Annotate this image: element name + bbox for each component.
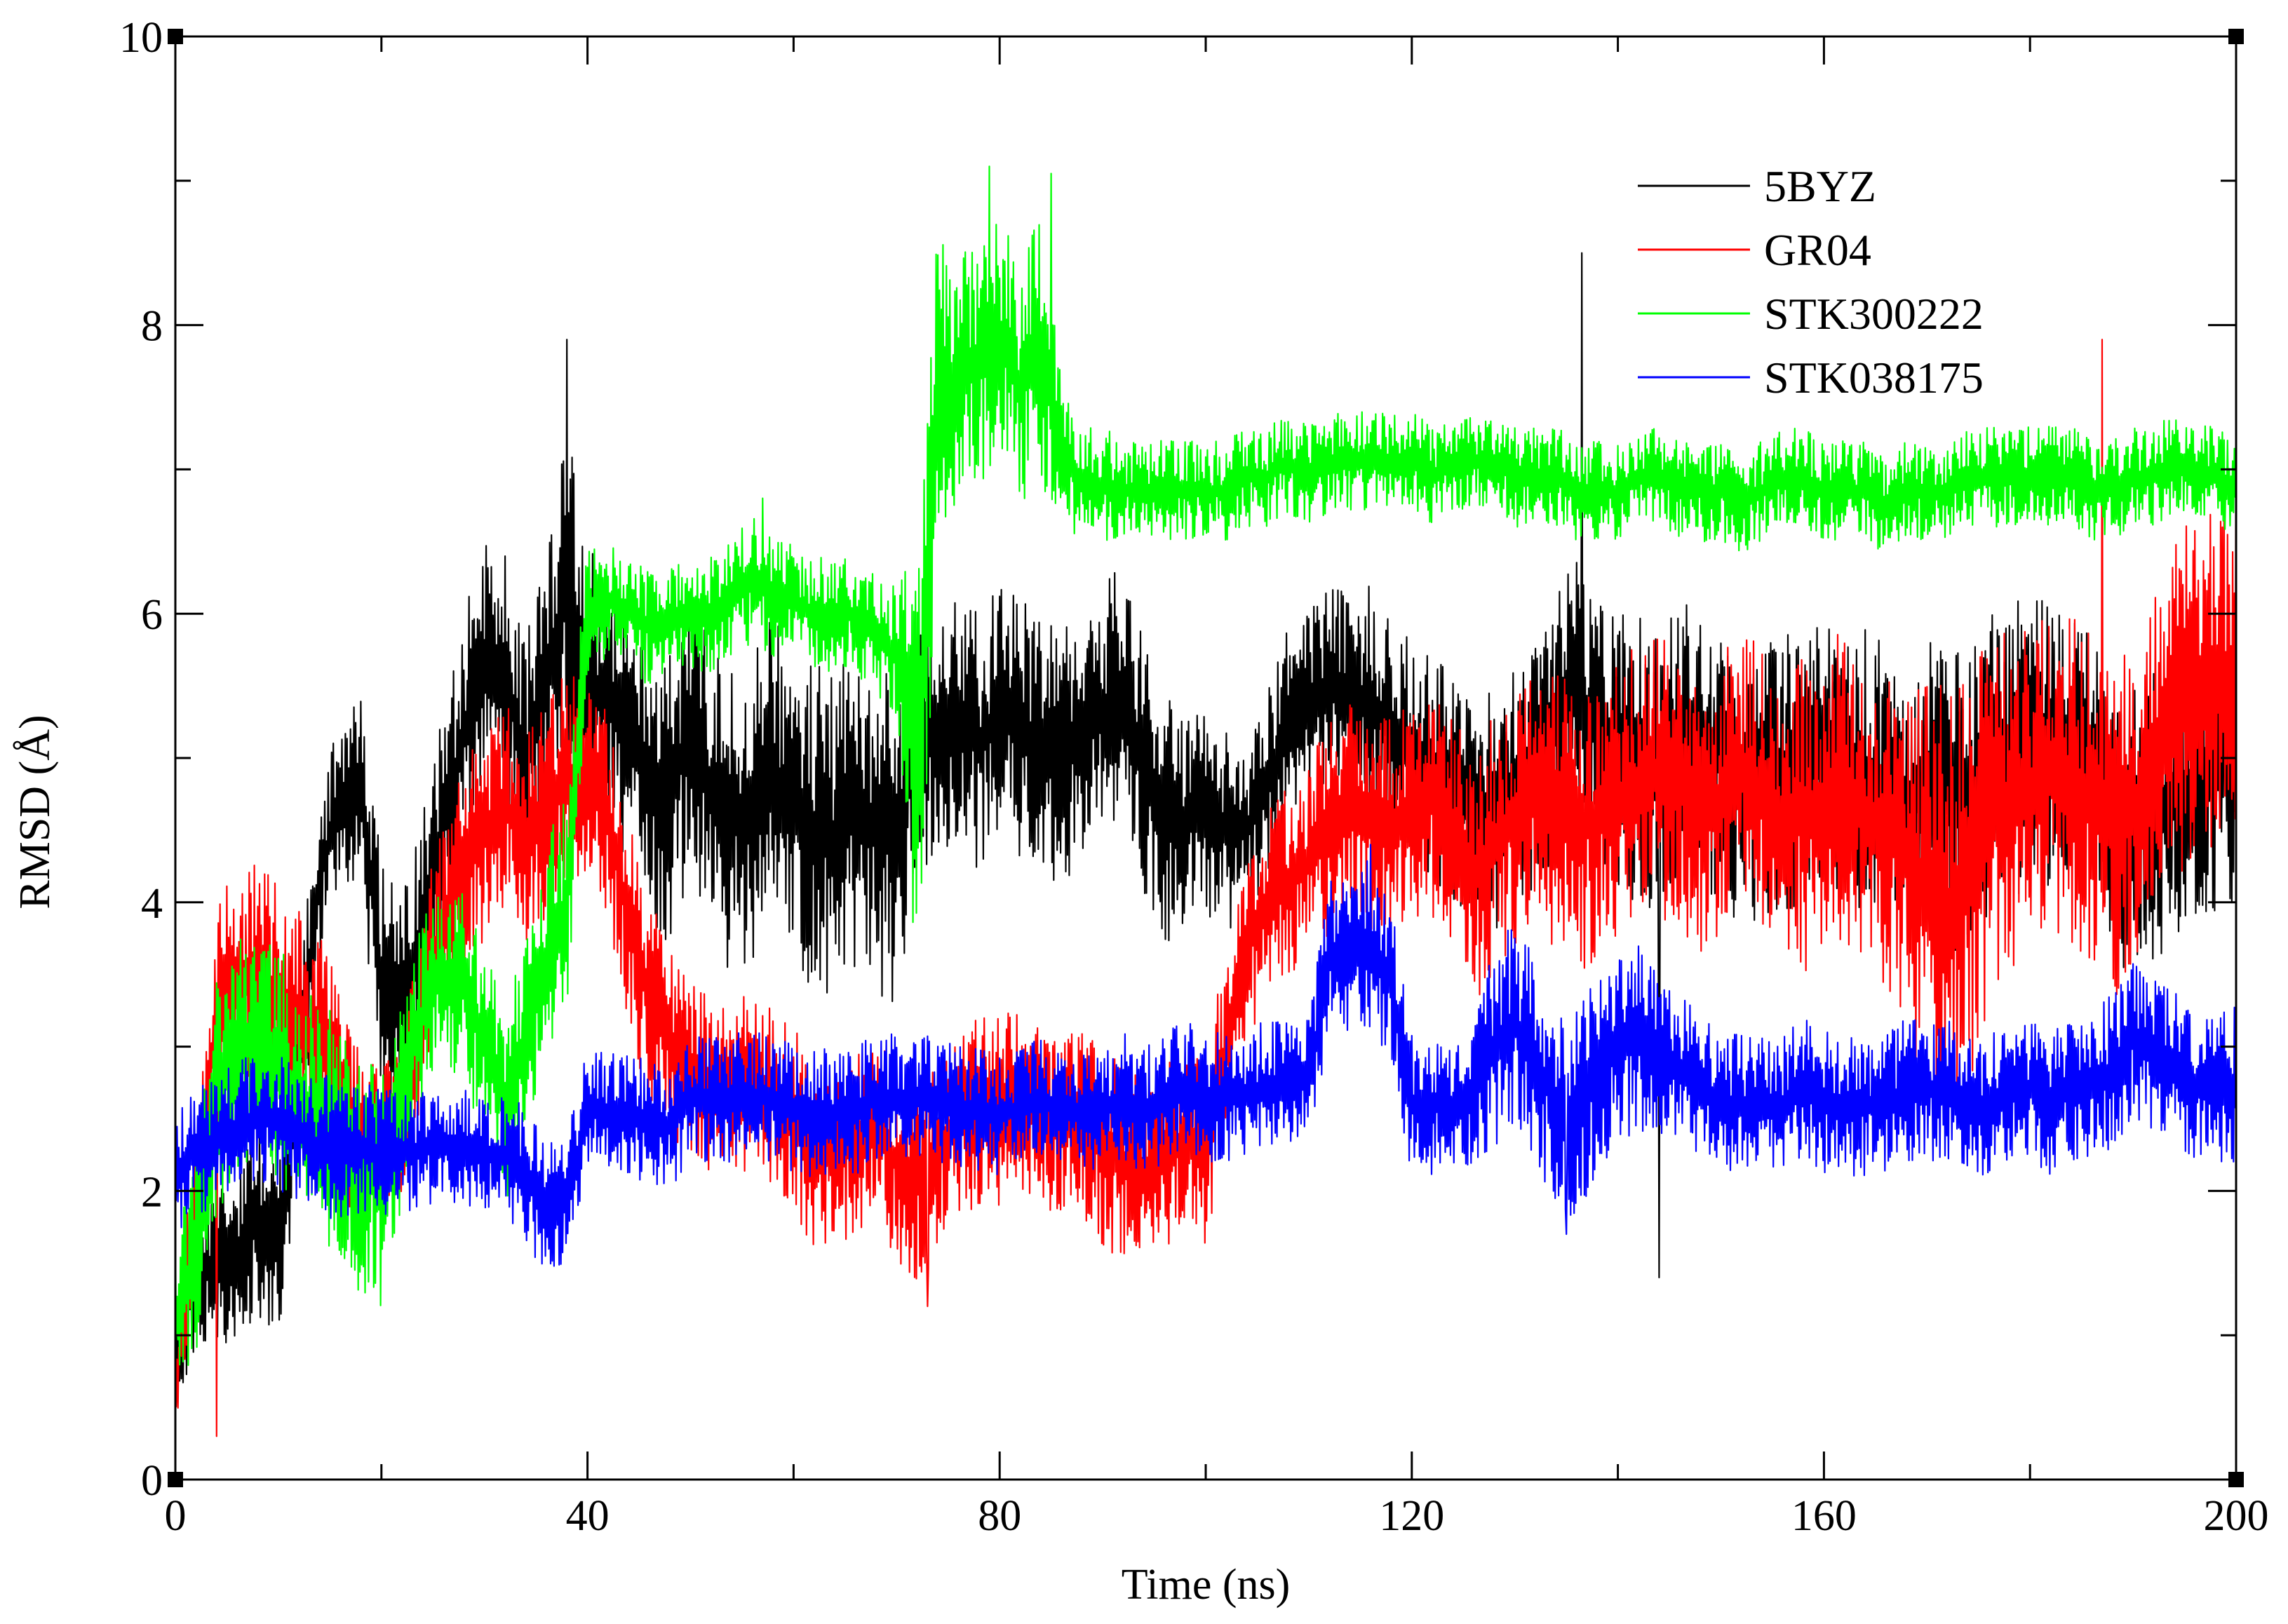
axis-ticks [174,35,2237,1481]
x-tick-label: 80 [978,1492,1021,1540]
legend-label-stk038175: STK038175 [1764,353,1984,402]
y-tick-label: 0 [141,1457,163,1505]
series-layer [174,165,2237,1437]
x-axis-title: Time (ns) [1122,1561,1291,1609]
legend-label-stk300222: STK300222 [1764,289,1984,339]
x-tick-label: 120 [1379,1492,1444,1540]
x-tick-label: 200 [2204,1492,2269,1540]
y-tick-label: 6 [141,591,163,639]
y-tick-label: 10 [119,14,163,62]
y-axis-title: RMSD (Å) [11,715,59,909]
series-line-stk038175 [174,844,2237,1267]
legend: 5BYZ GR04 STK300222 STK038175 [1638,161,1984,402]
series-line-stk300222 [174,165,2237,1367]
legend-label-gr04: GR04 [1764,225,1871,275]
tick-labels: 0 40 80 120 160 200 0 2 4 6 8 10 [119,14,2269,1540]
y-tick-label: 4 [141,880,163,928]
series-line-5byz [174,252,2237,1383]
x-tick-label: 40 [566,1492,610,1540]
y-tick-label: 8 [141,303,163,351]
x-tick-label: 160 [1791,1492,1857,1540]
y-tick-label: 2 [141,1168,163,1216]
legend-label-5byz: 5BYZ [1764,161,1876,211]
x-tick-label: 0 [165,1492,187,1540]
